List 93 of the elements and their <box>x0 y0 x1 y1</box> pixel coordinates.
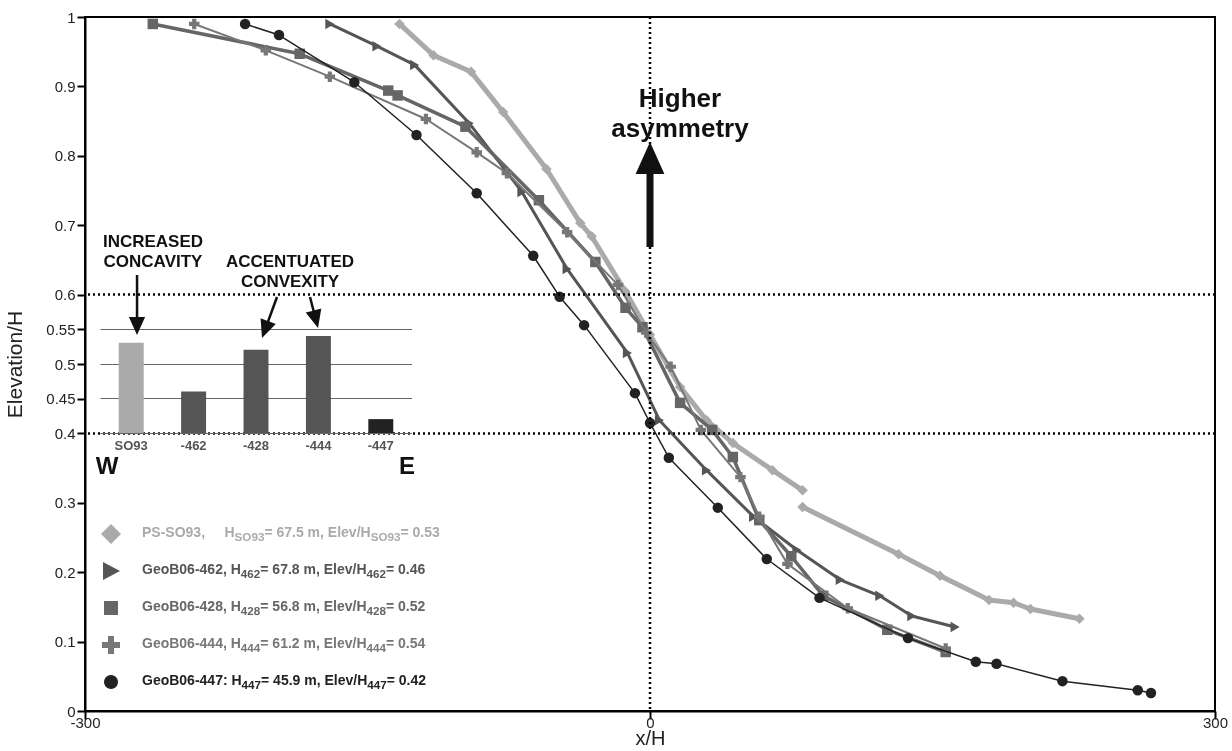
point <box>797 485 808 496</box>
point <box>471 188 482 199</box>
y-tick-label: 0.55 <box>46 320 76 338</box>
y-tick-label: 1 <box>67 8 76 26</box>
point <box>428 49 439 61</box>
y-tick-label: 0.8 <box>54 147 76 165</box>
y-axis-title: Elevation/H <box>3 310 27 419</box>
point <box>501 167 513 179</box>
point <box>239 18 251 30</box>
point <box>663 452 675 463</box>
point <box>934 570 946 581</box>
y-tick-label: 0.6 <box>54 286 76 304</box>
legend-label: GeoB06-428, H$_{428}$= 56.8 m, Elev/H$_{428}$= 0.52 <box>142 598 426 617</box>
point <box>372 40 382 52</box>
point <box>471 147 482 158</box>
point <box>325 18 335 30</box>
point <box>392 90 403 101</box>
y-tick-label: 0.7 <box>54 216 76 234</box>
point <box>188 18 200 30</box>
point <box>460 121 471 132</box>
point <box>893 548 904 560</box>
point <box>654 414 664 426</box>
point <box>767 464 778 476</box>
point <box>541 163 552 175</box>
point <box>814 592 825 604</box>
point <box>349 77 360 88</box>
point <box>1074 613 1085 624</box>
point <box>324 71 336 82</box>
legend-label: GeoB06-447: H$_{447}$= 45.9 m, Elev/H$_{447}$= 0.42 <box>142 672 427 691</box>
point <box>727 451 739 463</box>
point <box>622 347 632 359</box>
point <box>620 302 631 314</box>
point <box>970 656 982 667</box>
point <box>629 387 641 399</box>
point <box>950 621 960 633</box>
point <box>1145 687 1157 699</box>
point <box>382 85 394 96</box>
point <box>991 658 1002 670</box>
annotation: ACCENTUATED CONVEXITY <box>224 252 356 292</box>
point <box>562 263 572 275</box>
point <box>1132 684 1144 696</box>
point <box>586 231 597 242</box>
legend-label: GeoB06-462, H$_{462}$= 67.8 m, Elev/H$_{462}$= 0.46 <box>142 561 426 580</box>
point <box>411 129 422 141</box>
y-tick-label: 0.45 <box>46 390 76 408</box>
y-tick-label: 0.1 <box>54 633 76 651</box>
annotation: W <box>94 452 120 480</box>
y-tick-label: 0.2 <box>54 563 76 581</box>
point <box>712 502 724 513</box>
x-tick-label: -462 <box>180 437 207 453</box>
y-tick-label: 0.5 <box>54 355 76 373</box>
x-tick-label: SO93 <box>114 437 148 453</box>
point <box>875 590 885 602</box>
point <box>1057 675 1068 687</box>
point <box>147 18 159 30</box>
point <box>907 610 917 622</box>
point <box>753 511 765 522</box>
point <box>260 45 272 56</box>
annotation: Higher asymmetry <box>610 82 750 144</box>
point <box>902 632 914 644</box>
y-tick-label: 0.4 <box>54 424 76 442</box>
point <box>294 48 305 60</box>
x-tick-label: -447 <box>367 437 394 453</box>
x-tick-label: -444 <box>305 437 333 453</box>
point <box>465 66 477 78</box>
point <box>782 558 793 570</box>
x-tick-label: -428 <box>242 437 270 453</box>
point <box>835 574 845 586</box>
point <box>665 361 676 373</box>
point <box>735 471 746 483</box>
point <box>420 113 432 125</box>
legend-label: PS-SO93, H$_{SO93}$= 67.5 m, Elev/H$_{SO93}$= 0.53 <box>142 524 440 543</box>
point <box>578 319 590 331</box>
x-tick-label: 0 <box>646 713 655 731</box>
point <box>561 226 573 238</box>
point <box>273 29 285 41</box>
point <box>761 553 773 565</box>
point <box>394 18 405 30</box>
annotation: E <box>398 452 416 480</box>
point <box>497 106 509 118</box>
y-tick-label: 0.9 <box>54 77 76 95</box>
legend-label: GeoB06-444, H$_{444}$= 61.2 m, Elev/H$_{444}$= 0.54 <box>142 635 426 654</box>
point <box>674 397 686 409</box>
point <box>612 279 624 291</box>
annotation: INCREASED CONCAVITY <box>101 232 205 272</box>
y-tick-label: 0.3 <box>54 494 76 512</box>
point <box>575 217 586 229</box>
point <box>410 59 420 71</box>
point <box>727 437 739 449</box>
y-tick-label: 0 <box>67 702 76 720</box>
point <box>797 501 808 513</box>
x-tick-label: 300 <box>1202 713 1229 731</box>
point <box>527 250 539 261</box>
